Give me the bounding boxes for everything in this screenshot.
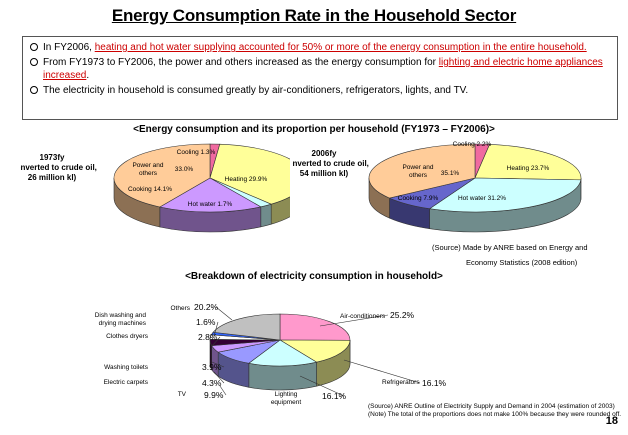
summary-text: The electricity in household is consumed… (43, 85, 469, 96)
slice-label: Clothes dryers (106, 333, 149, 340)
pie-slice (368, 143, 476, 199)
slice-value: 9.9% (204, 390, 224, 400)
slice-label: drying machines (99, 320, 147, 327)
page-title: Energy Consumption Rate in the Household… (111, 6, 517, 25)
slice-value: 1.6% (196, 317, 216, 327)
slice-value: 4.3% (202, 378, 222, 388)
pie-slice (279, 313, 351, 341)
summary-highlight: heating and hot water supplying accounte… (94, 42, 587, 53)
source-note-1-line2: Economy Statistics (2008 edition) (466, 258, 578, 267)
slice-label: equipment (271, 399, 302, 406)
leader-line (319, 314, 389, 327)
page-number: 18 (605, 415, 618, 427)
summary-text-end: . (86, 70, 90, 81)
bullet-circle-icon (30, 86, 38, 94)
leader-line (215, 306, 233, 321)
bullet-circle-icon (30, 43, 38, 51)
slice-value: 35.1% (441, 170, 460, 177)
slice-value: 16.1% (322, 391, 347, 401)
slice-label: Power and (402, 164, 433, 171)
leader-line (211, 336, 221, 347)
chart-title: 54 million kl) (300, 169, 349, 178)
chart-title: 1973fy (40, 153, 65, 162)
slice-label: Lighting (275, 391, 298, 398)
slice-value: 33.0% (175, 166, 194, 173)
slice-label: Cooling 1.3% (177, 149, 216, 156)
slice-value: 25.2% (390, 310, 415, 320)
slice-value: 20.2% (194, 302, 219, 312)
leader-line (343, 359, 421, 384)
leader-line (219, 385, 227, 396)
slice-label: Cooking 7.9% (398, 195, 439, 202)
slice-label: Others (170, 305, 190, 312)
pie-slice (474, 144, 582, 181)
leader-line (211, 361, 225, 368)
leader-line (213, 321, 219, 337)
slice-label: Dish washing and (95, 312, 147, 319)
summary-highlight: lighting and electric home appliances in… (43, 57, 603, 81)
leader-line (299, 375, 345, 397)
slice-label: Cooking 14.1% (128, 186, 172, 193)
chart-title: 26 million kl) (28, 173, 77, 182)
slice-label: Electric carpets (104, 379, 149, 386)
slice-label: Refrigerators (382, 379, 420, 386)
slice-value: 3.9% (202, 362, 222, 372)
pie-slice (212, 313, 281, 341)
slice-label: Air-conditioners (340, 313, 386, 320)
chart-title: (Converted to crude oil, (292, 159, 369, 168)
pie-slice (278, 339, 351, 363)
slice-label: Heating 23.7% (507, 165, 550, 172)
summary-item: From FY1973 to FY2006, the power and oth… (29, 56, 611, 82)
pie-chart-2006: 2006fy(Converted to crude oil,54 million… (292, 141, 582, 233)
pie-slice (159, 177, 262, 213)
pie-slice (248, 339, 318, 367)
chart-title: 2006fy (312, 149, 337, 158)
slice-label: Hot water 31.2% (458, 195, 506, 202)
summary-item: The electricity in household is consumed… (29, 84, 611, 97)
pie-slice (428, 177, 582, 213)
section-title-consumption: <Energy consumption and its proportion p… (133, 124, 495, 135)
slice-label: others (139, 170, 158, 177)
slice-label: Heating 29.9% (225, 176, 268, 183)
slice-label: others (409, 172, 428, 179)
summary-text: From FY1973 to FY2006, the power and oth… (43, 57, 439, 68)
section-title-electricity: <Breakdown of electricity consumption in… (185, 271, 443, 282)
slice-label: Cooling 2.2% (453, 141, 492, 148)
chart-title: (Converted to crude oil, (20, 163, 97, 172)
slice-label: Power and (132, 162, 163, 169)
pie-slice (113, 143, 211, 208)
slice-label: TV (178, 391, 187, 398)
pie-slice (209, 143, 290, 205)
bullet-circle-icon (30, 58, 38, 66)
source-note-1-line1: (Source) Made by ANRE based on Energy an… (432, 243, 588, 252)
summary-item: In FY2006, heating and hot water supplyi… (29, 41, 611, 54)
slice-label: Hot water 1.7% (188, 201, 233, 208)
pie-chart-electricity: Air-conditioners 25.2%Refrigerators 16.1%L… (95, 302, 447, 406)
slice-value: 2.8% (198, 332, 218, 342)
source-note-2-line1: (Source) ANRE Outline of Electricity Sup… (368, 403, 615, 410)
pie-slice-side (260, 203, 272, 228)
slice-value: 16.1% (422, 378, 447, 388)
summary-text: In FY2006, (43, 42, 95, 53)
leader-line (213, 371, 225, 384)
summary-box: In FY2006, heating and hot water supplyi… (22, 36, 618, 120)
slice-label: Washing toilets (104, 364, 149, 371)
pie-chart-1973: 1973fy(Converted to crude oil,26 million… (20, 143, 290, 233)
source-note-2-line2: (Note) The total of the proportions does… (368, 411, 622, 418)
